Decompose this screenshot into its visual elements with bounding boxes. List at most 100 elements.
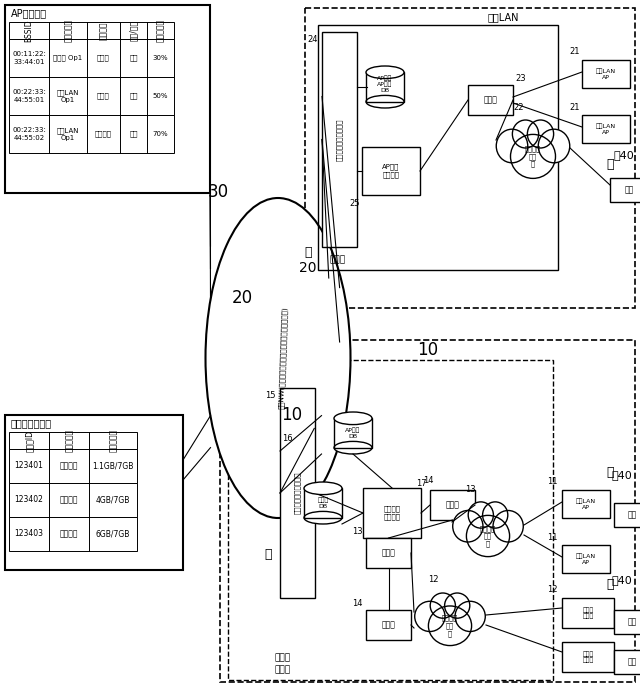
Bar — [304, 489, 342, 517]
Bar — [334, 418, 372, 448]
Text: 70%: 70% — [153, 131, 168, 137]
Bar — [9, 39, 174, 77]
Bar — [366, 610, 411, 640]
Text: AP情報
DB: AP情報 DB — [378, 81, 393, 93]
Bar — [5, 5, 210, 193]
Text: 移動網: 移動網 — [275, 666, 291, 675]
Bar — [9, 77, 174, 115]
Text: 公民館: 公民館 — [97, 93, 110, 99]
Text: 16: 16 — [282, 434, 292, 443]
Ellipse shape — [304, 511, 342, 524]
Bar — [220, 340, 635, 682]
Text: ～: ～ — [304, 245, 312, 258]
Text: 外部接続ゲートウェイ: 外部接続ゲートウェイ — [336, 119, 343, 161]
Ellipse shape — [511, 134, 556, 178]
Text: 11: 11 — [547, 533, 558, 542]
Text: 24: 24 — [307, 36, 318, 45]
Text: BSSID: BSSID — [24, 19, 33, 42]
Text: ～40: ～40 — [612, 575, 632, 585]
Text: 25: 25 — [349, 199, 360, 208]
Bar — [610, 178, 640, 202]
Text: 商店街: 商店街 — [97, 54, 110, 61]
Text: パケット
通信
網: パケット 通信 網 — [442, 615, 458, 637]
Bar — [362, 147, 420, 195]
Bar — [228, 360, 553, 680]
Bar — [614, 610, 640, 634]
Ellipse shape — [428, 606, 472, 646]
Text: パケット
通信
網: パケット 通信 網 — [480, 525, 496, 547]
Text: ブロンズ: ブロンズ — [60, 495, 78, 504]
Bar — [614, 650, 640, 674]
Text: 移動網 Op1: 移動網 Op1 — [53, 54, 83, 61]
Text: 無線LAN
Op1: 無線LAN Op1 — [57, 127, 79, 141]
Text: 4GB/7GB: 4GB/7GB — [96, 495, 130, 504]
Bar — [9, 517, 137, 551]
Text: ルータ: ルータ — [381, 621, 396, 630]
Bar — [9, 483, 137, 517]
Text: 30%: 30% — [153, 55, 168, 61]
Bar — [468, 85, 513, 115]
Text: ～40: ～40 — [614, 150, 634, 160]
Bar — [363, 488, 421, 538]
Bar — [5, 415, 183, 570]
Ellipse shape — [304, 482, 342, 495]
Text: 123403: 123403 — [15, 530, 44, 539]
Text: パケット
通信
網: パケット 通信 網 — [525, 145, 541, 167]
Text: 20: 20 — [300, 261, 317, 275]
Text: 23: 23 — [515, 74, 525, 83]
Text: 12: 12 — [428, 575, 438, 584]
Text: 14: 14 — [353, 599, 363, 608]
Text: シルバー: シルバー — [60, 462, 78, 471]
Text: コア網: コア網 — [330, 256, 346, 265]
Text: コア網: コア網 — [275, 653, 291, 663]
Ellipse shape — [334, 412, 372, 424]
Text: 端末: 端末 — [627, 657, 637, 666]
Text: 22: 22 — [513, 103, 524, 112]
Text: AP情報の例: AP情報の例 — [11, 8, 47, 18]
Text: ～: ～ — [606, 158, 614, 172]
Bar — [582, 60, 630, 88]
Bar — [334, 418, 372, 448]
Bar — [318, 25, 558, 270]
Text: 10: 10 — [282, 406, 303, 424]
Text: セルラ
基地局: セルラ 基地局 — [582, 607, 594, 619]
Text: 会員クラス: 会員クラス — [65, 429, 74, 452]
Bar — [9, 22, 174, 39]
Text: アクセス
選択機能: アクセス 選択機能 — [383, 506, 401, 520]
Bar — [322, 32, 357, 247]
Text: セルラ
基地局: セルラ 基地局 — [582, 651, 594, 663]
Text: 端末: 端末 — [627, 511, 637, 520]
Text: 無線LAN: 無線LAN — [487, 12, 519, 22]
Bar — [582, 115, 630, 143]
Ellipse shape — [366, 66, 404, 79]
Bar — [304, 489, 342, 517]
Bar — [562, 490, 610, 518]
Text: 20: 20 — [232, 289, 253, 307]
Text: 屋内/屋外: 屋内/屋外 — [129, 20, 138, 41]
Text: 123401: 123401 — [15, 462, 44, 471]
Bar — [366, 72, 404, 102]
Text: 14: 14 — [423, 476, 433, 485]
Text: AP情報
DB: AP情報 DB — [346, 427, 361, 439]
Text: 50%: 50% — [153, 93, 168, 99]
Text: 無線LAN
AP: 無線LAN AP — [596, 123, 616, 134]
Bar — [366, 538, 411, 568]
Text: ルータ: ルータ — [484, 96, 497, 105]
Text: 管理事業者: 管理事業者 — [63, 19, 72, 42]
Text: 設置場所: 設置場所 — [99, 21, 108, 40]
Ellipse shape — [205, 198, 351, 518]
Ellipse shape — [415, 601, 445, 632]
Text: ～40: ～40 — [612, 470, 632, 480]
Text: 11: 11 — [547, 477, 558, 486]
Text: 駅ホーム: 駅ホーム — [95, 131, 112, 137]
Text: 13: 13 — [465, 486, 476, 495]
Text: 123402: 123402 — [15, 495, 44, 504]
Ellipse shape — [496, 130, 528, 163]
Ellipse shape — [445, 593, 470, 618]
Text: 加入者
DB: 加入者 DB — [317, 497, 328, 508]
Ellipse shape — [468, 502, 493, 528]
Bar — [562, 545, 610, 573]
Text: 12: 12 — [547, 585, 558, 594]
Ellipse shape — [366, 95, 404, 108]
Bar — [9, 432, 137, 449]
